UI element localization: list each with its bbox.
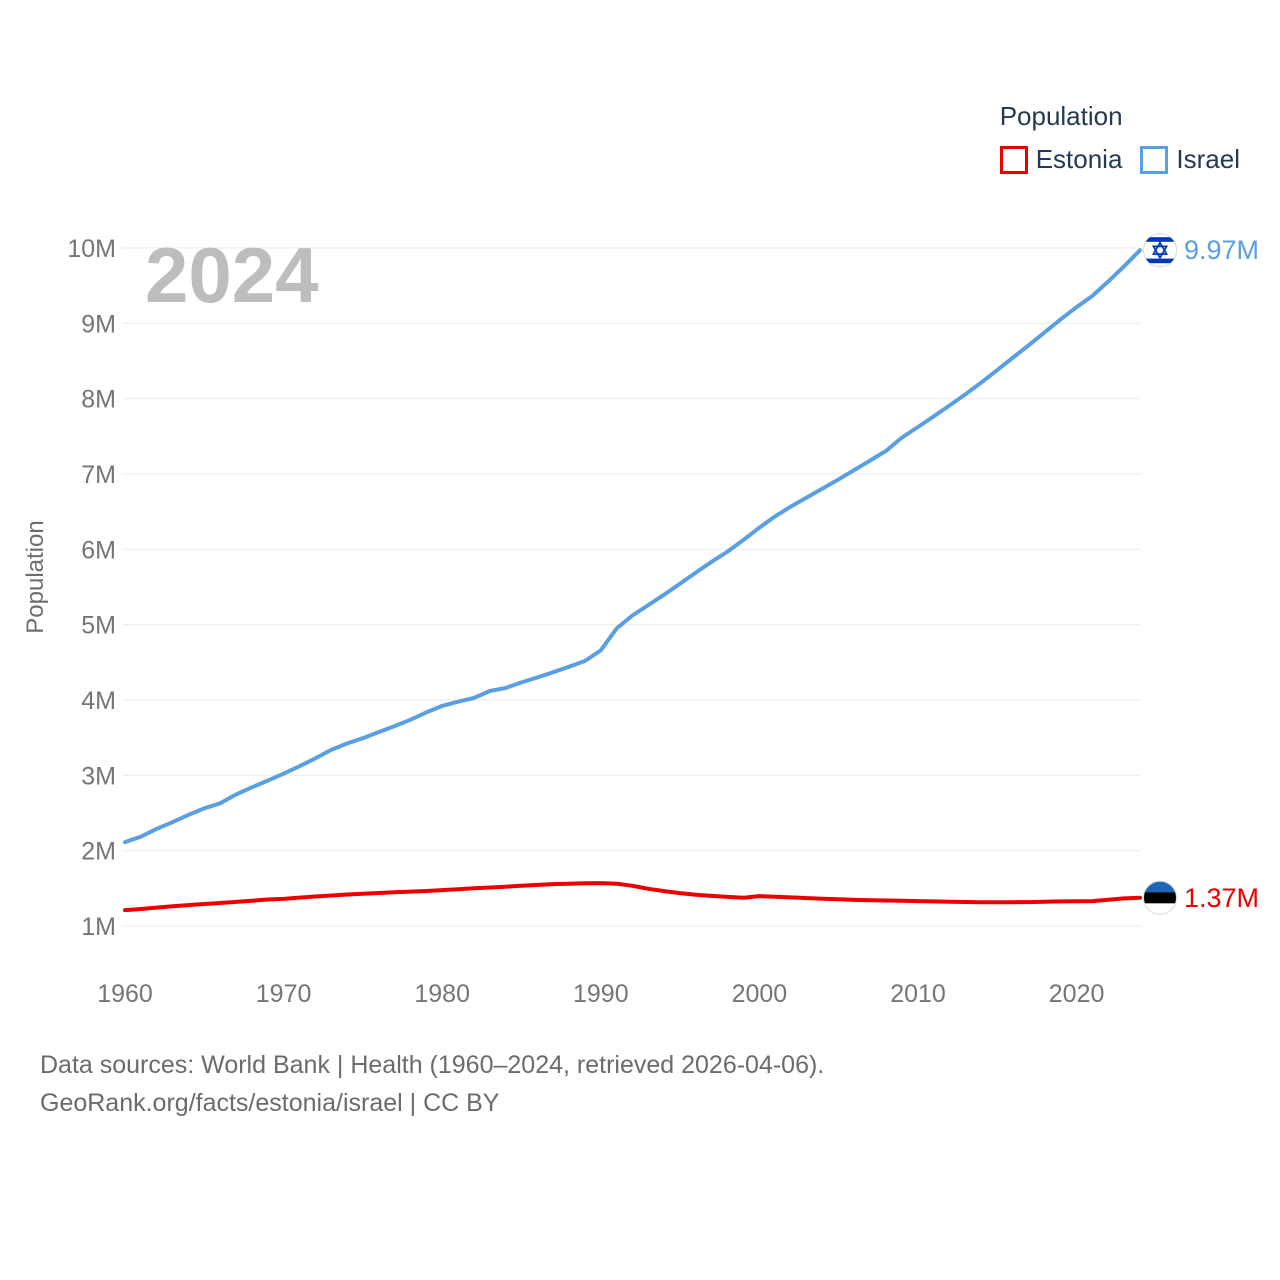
y-tick-label: 7M [81,461,116,489]
estonia-swatch-icon [999,145,1028,174]
estonia-end-value-label: 1.37M [1184,883,1259,913]
israel-flag-icon [1143,233,1177,268]
legend-item-israel: Israel [1140,144,1240,175]
attribution: Data sources: World Bank | Health (1960–… [40,1046,824,1122]
x-tick-label: 2000 [732,980,788,1008]
gridlines [122,247,1140,927]
x-tick-label: 1970 [256,980,312,1008]
x-tick-label: 1980 [414,980,470,1008]
data-sources-line: Data sources: World Bank | Health (1960–… [40,1051,825,1079]
x-tick-label: 2020 [1049,980,1105,1008]
series-lines [123,248,1142,913]
georank-line: GeoRank.org/facts/estonia/israel | CC BY [40,1089,500,1117]
estonia-flag-icon [1143,880,1177,915]
x-tick-label: 1990 [573,980,629,1008]
x-tick-label: 2010 [890,980,946,1008]
y-axis-title: Population [22,520,49,633]
y-axis-tick-labels: 1M 2M 3M 4M 5M 6M 7M 8M 9M 10M [67,235,116,941]
legend-items: Estonia Israel [999,144,1240,175]
estonia-line [123,881,1142,913]
x-axis-tick-labels: 1960 1970 1980 1990 2000 2010 2020 [97,980,1104,1008]
legend-item-label: Israel [1176,144,1240,174]
y-tick-label: 3M [81,762,116,790]
legend: Population Estonia Israel [999,101,1240,175]
israel-line [123,248,1142,845]
legend-item-label: Estonia [1035,144,1123,174]
y-tick-label: 4M [81,687,116,715]
y-tick-label: 6M [81,536,116,564]
y-tick-label: 9M [81,310,116,338]
israel-end-value-label: 9.97M [1184,235,1259,265]
legend-title: Population [999,101,1123,131]
y-tick-label: 8M [81,386,116,414]
x-tick-label: 1960 [97,980,153,1008]
y-tick-label: 2M [81,838,116,866]
y-tick-label: 10M [67,235,116,263]
y-tick-label: 1M [81,913,116,941]
legend-item-estonia: Estonia [999,144,1123,175]
israel-swatch-icon [1140,145,1169,174]
y-tick-label: 5M [81,612,116,640]
year-watermark: 2024 [145,231,319,319]
